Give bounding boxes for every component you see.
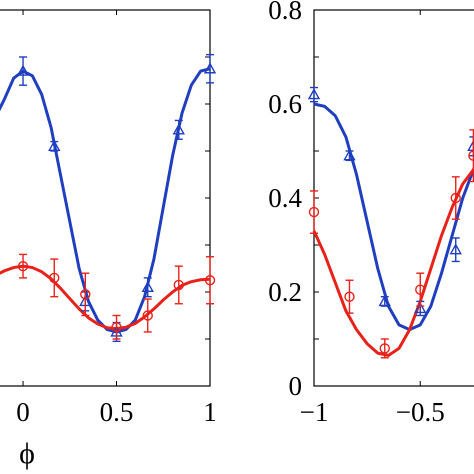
right-axis-ticks	[313, 9, 421, 387]
right-y-tick-labels: 0 0.2 0.4 0.6 0.8	[268, 0, 302, 401]
right-fit-curve-blue	[313, 102, 474, 332]
left-x-tick-labels: 0 0.5 1	[16, 397, 216, 427]
right-triangle-marker	[449, 243, 462, 255]
right-triangle-marker	[343, 149, 356, 161]
right-fit-curves	[312, 102, 474, 357]
right-y-tick-label: 0.4	[268, 183, 302, 213]
left-x-tick-label: 1	[203, 397, 217, 427]
right-y-tick-label: 0.6	[268, 89, 302, 119]
right-triangle-marker	[307, 88, 321, 100]
right-circle-marker	[450, 192, 461, 204]
right-x-tick-label: −0.5	[396, 397, 445, 427]
right-x-tick-labels: −1 −0.5	[300, 397, 445, 427]
right-circle-marker	[415, 284, 426, 295]
left-plot-frame	[0, 9, 211, 387]
left-fit-curves	[0, 67, 211, 334]
right-circle-marker	[344, 291, 355, 302]
right-plot-frame	[313, 9, 474, 387]
left-axis-ticks	[22, 9, 211, 387]
right-circle-marker	[308, 206, 320, 218]
right-x-tick-label: −1	[300, 397, 329, 427]
right-y-tick-label: 0.2	[268, 277, 302, 307]
left-triangle-marker	[16, 64, 30, 76]
right-fit-curve-red	[312, 167, 474, 357]
left-x-tick-label: 0.5	[100, 397, 134, 427]
left-triangle-marker	[172, 123, 185, 135]
right-panel: 0 0.2 0.4 0.6 0.8 −1 −0.5	[268, 0, 474, 427]
right-triangle-marker	[414, 302, 427, 314]
left-x-axis-label: ϕ	[19, 437, 35, 470]
left-circle-marker	[80, 289, 91, 300]
left-circle-marker	[204, 275, 216, 286]
left-circle-marker	[17, 260, 29, 272]
right-circle-marker	[468, 150, 474, 161]
right-y-tick-label: 0	[289, 371, 303, 401]
right-circle-marker	[379, 343, 390, 354]
left-triangle-marker	[141, 280, 154, 292]
left-circle-marker	[111, 322, 122, 333]
right-triangle-marker	[378, 294, 391, 307]
right-y-tick-label: 0.8	[268, 0, 302, 25]
right-data-points	[307, 86, 474, 359]
left-panel: 0 0.5 1 ϕ	[0, 9, 217, 470]
left-triangle-marker	[48, 139, 61, 152]
left-data-points	[16, 53, 217, 343]
left-fit-curve-red	[0, 264, 211, 331]
left-triangle-marker	[203, 62, 217, 74]
left-circle-marker	[49, 272, 60, 284]
left-circle-marker	[142, 310, 153, 321]
left-x-tick-label: 0	[16, 397, 30, 427]
left-circle-marker	[173, 279, 184, 291]
